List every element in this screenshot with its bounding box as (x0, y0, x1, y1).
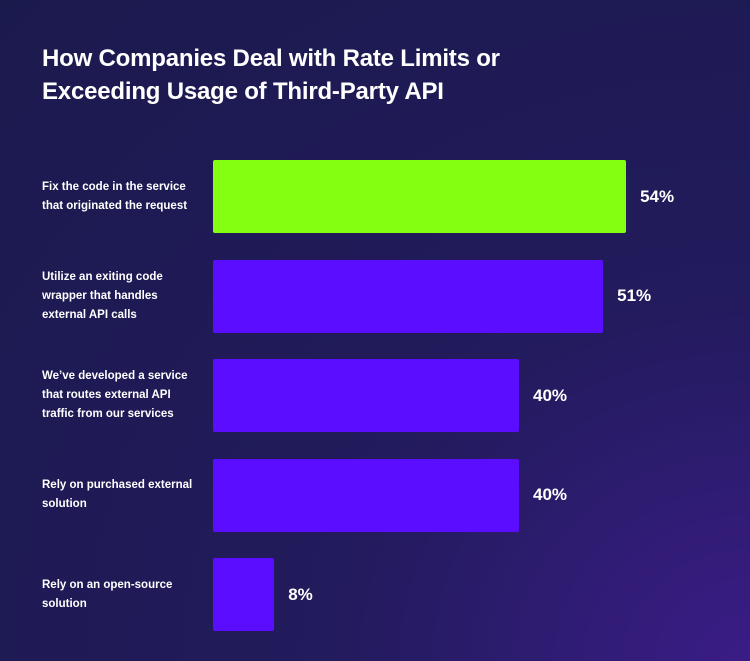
category-label: Fix the code in the service that origina… (42, 180, 188, 212)
bar (213, 160, 627, 233)
category-label: Rely on an open-source solution (42, 578, 173, 610)
bar (213, 558, 275, 631)
category-label: Rely on purchased external solution (42, 479, 193, 510)
category-label: Utilize an exiting code wrapper that han… (42, 270, 163, 321)
value-label: 40% (533, 485, 568, 504)
chart-title: How Companies Deal with Rate Limits or E… (42, 45, 500, 105)
bar (213, 259, 604, 333)
bar (213, 359, 519, 432)
value-label: 40% (533, 385, 568, 405)
value-label: 51% (617, 286, 652, 305)
value-label: 54% (640, 186, 675, 206)
bar (213, 458, 519, 532)
category-label: We’ve developed a service that routes ex… (42, 370, 188, 420)
value-label: 8% (288, 584, 313, 604)
